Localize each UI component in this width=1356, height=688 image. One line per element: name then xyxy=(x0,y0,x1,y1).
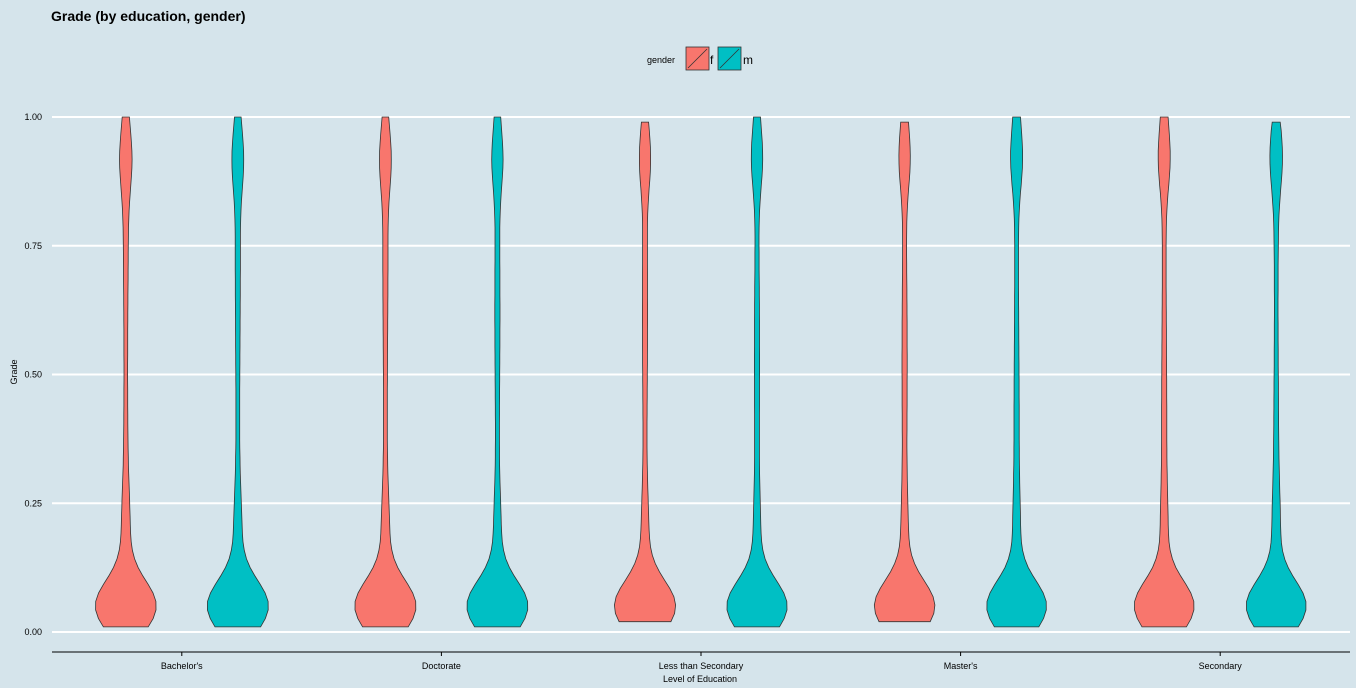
chart-title: Grade (by education, gender) xyxy=(51,8,245,24)
violin-m-bachelor-s xyxy=(206,116,269,628)
y-tick-label: 1.00 xyxy=(24,112,42,122)
violin-m-doctorate xyxy=(466,116,529,628)
y-axis-title: Grade xyxy=(9,359,19,384)
y-tick-label: 0.00 xyxy=(24,627,42,637)
legend-label-f: f xyxy=(710,53,714,67)
violin-f-doctorate xyxy=(354,116,417,628)
y-tick-label: 0.50 xyxy=(24,370,42,380)
x-tick-label: Doctorate xyxy=(422,661,461,671)
x-axis-ticks: Bachelor's Doctorate Less than Secondary Ma… xyxy=(161,652,1242,671)
violin-m-less-than-secondary xyxy=(726,116,788,628)
violin-m-master-s xyxy=(986,116,1047,628)
legend-label-m: m xyxy=(743,53,753,67)
violins xyxy=(95,116,1307,628)
x-axis-title: Level of Education xyxy=(663,674,737,684)
x-tick-label: Secondary xyxy=(1199,661,1243,671)
violin-f-less-than-secondary xyxy=(613,121,677,623)
x-tick-label: Bachelor's xyxy=(161,661,203,671)
legend-entry-f: f xyxy=(685,46,714,71)
legend-swatch-slash-m xyxy=(719,48,740,69)
legend: gender f m xyxy=(647,46,753,71)
y-tick-label: 0.25 xyxy=(24,498,42,508)
violin-f-bachelor-s xyxy=(95,116,157,628)
y-axis-ticks: 0.00 0.25 0.50 0.75 1.00 xyxy=(24,112,42,637)
legend-swatch-slash-f xyxy=(687,48,708,69)
violin-f-master-s xyxy=(873,121,936,623)
violin-m-secondary xyxy=(1246,121,1307,628)
gridlines xyxy=(52,116,1350,633)
violin-f-secondary xyxy=(1134,116,1195,628)
y-tick-label: 0.75 xyxy=(24,241,42,251)
x-tick-label: Less than Secondary xyxy=(659,661,744,671)
x-tick-label: Master's xyxy=(944,661,978,671)
legend-entry-m: m xyxy=(717,46,753,71)
legend-title: gender xyxy=(647,55,675,65)
